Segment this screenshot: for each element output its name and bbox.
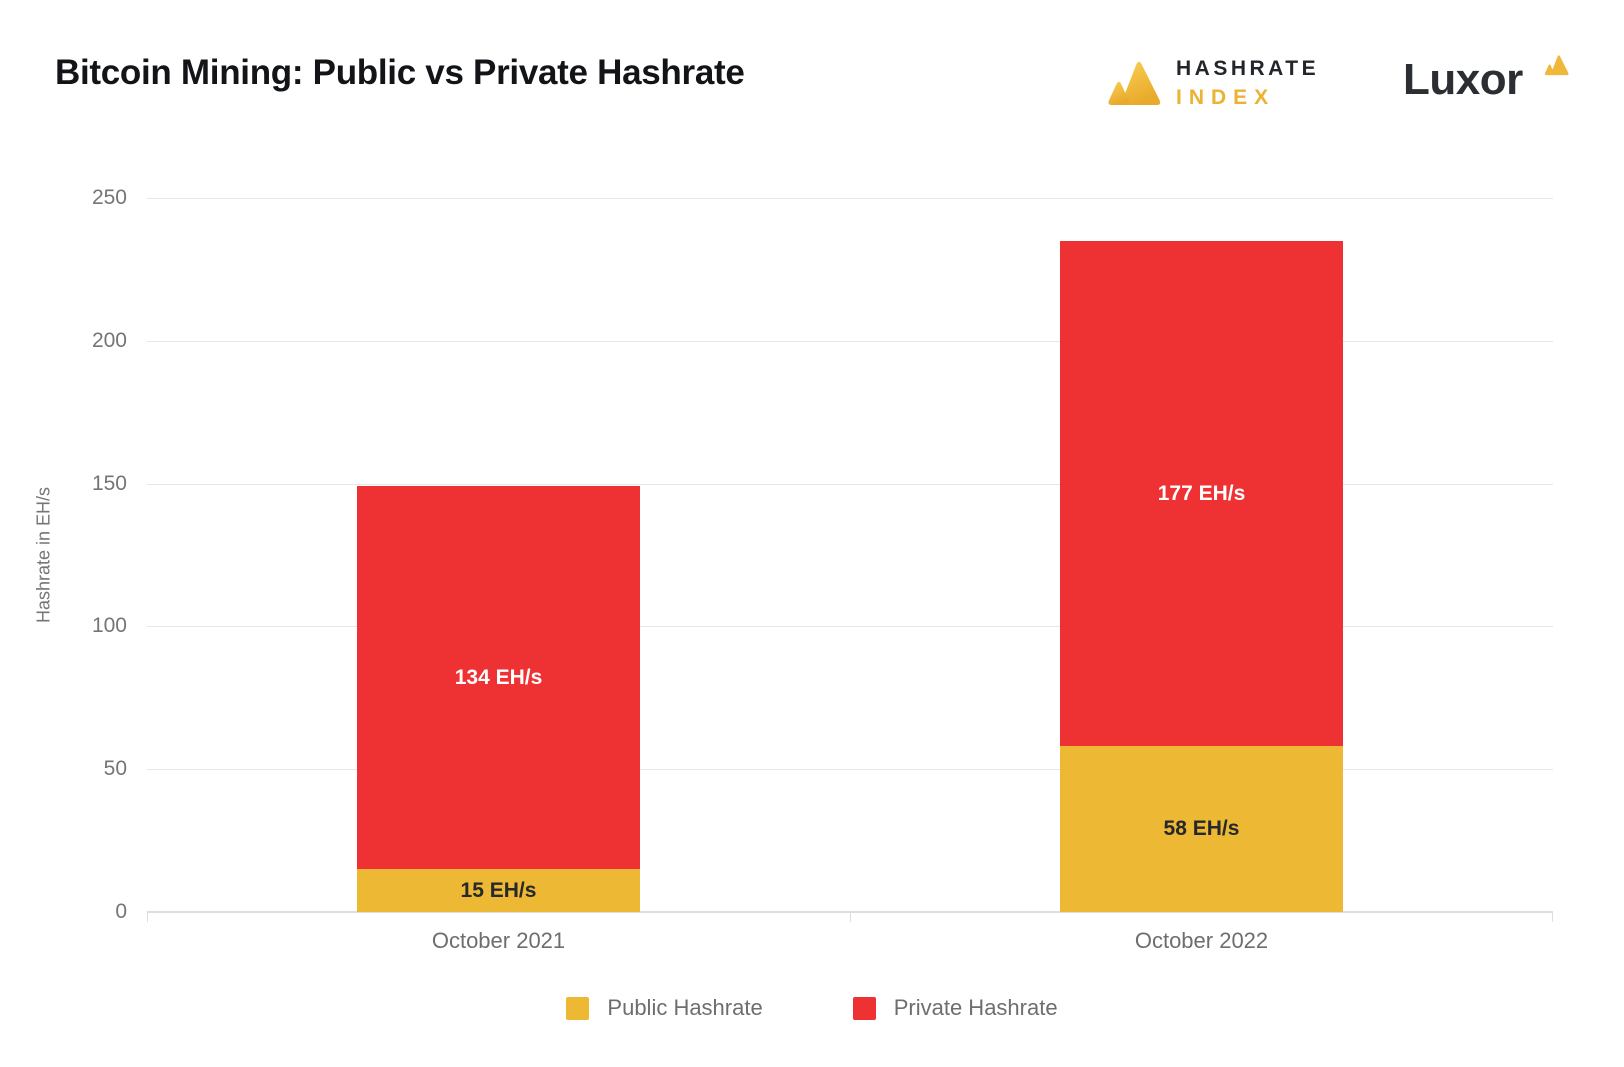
index-wordmark-line2: INDEX — [1176, 86, 1276, 109]
y-tick-label-150: 150 — [91, 471, 127, 495]
bar-october-2022[interactable]: 58 EH/s 177 EH/s — [1060, 240, 1343, 912]
bar-segment-value-label: 177 EH/s — [1157, 481, 1246, 505]
legend-swatch-icon — [852, 996, 876, 1020]
y-tick-label-50: 50 — [103, 757, 127, 781]
gridline-150 — [147, 483, 1553, 485]
hashrate-index-wordmark: HASHRATE INDEX — [1176, 58, 1319, 108]
plot-area: 15 EH/s 134 EH/s October 2021 58 EH/s 177 EH… — [147, 198, 1553, 953]
legend-swatch-icon — [566, 996, 590, 1020]
legend-item-private-hashrate[interactable]: Private Hashrate — [852, 995, 1058, 1021]
luxor-wordmark: Luxor — [1403, 55, 1523, 104]
bar-segment-public-hashrate[interactable]: 15 EH/s — [357, 869, 640, 912]
y-tick-label-250: 250 — [91, 186, 127, 209]
bar-segment-value-label: 15 EH/s — [460, 878, 537, 902]
page-title: Bitcoin Mining: Public vs Private Hashra… — [55, 53, 745, 92]
y-tick-label-200: 200 — [91, 328, 127, 352]
y-axis-tick-labels: 0 50 100 150 200 250 — [0, 186, 127, 923]
hashrate-index-triangles-icon — [1108, 61, 1161, 105]
legend-item-public-hashrate[interactable]: Public Hashrate — [566, 995, 763, 1021]
bar-october-2021[interactable]: 15 EH/s 134 EH/s — [357, 486, 640, 912]
y-tick-label-0: 0 — [115, 900, 127, 923]
gridline-100 — [147, 626, 1553, 628]
x-axis-tick — [850, 912, 851, 922]
x-axis-tick — [147, 912, 148, 922]
gridline-50 — [147, 769, 1553, 771]
legend: Public Hashrate Private Hashrate — [0, 995, 1624, 1021]
x-category-label-1: October 2021 — [431, 928, 566, 953]
x-category-label-2: October 2022 — [1134, 928, 1269, 953]
legend-label: Public Hashrate — [607, 995, 763, 1020]
bar-segment-public-hashrate[interactable]: 58 EH/s — [1060, 746, 1343, 912]
hashrate-wordmark-line1: HASHRATE — [1176, 57, 1320, 80]
y-tick-label-100: 100 — [91, 614, 127, 638]
hashrate-index-logo: HASHRATE INDEX — [1108, 58, 1319, 108]
x-axis-tick — [1552, 912, 1553, 922]
bar-segment-private-hashrate[interactable]: 177 EH/s — [1060, 240, 1343, 747]
gridline-250 — [147, 198, 1553, 199]
bar-segment-value-label: 134 EH/s — [454, 665, 543, 689]
luxor-triangle-icon — [1544, 54, 1570, 81]
bar-segment-private-hashrate[interactable]: 134 EH/s — [357, 486, 640, 870]
luxor-logo: Luxor — [1403, 55, 1569, 105]
legend-label: Private Hashrate — [893, 995, 1058, 1020]
bar-segment-value-label: 58 EH/s — [1163, 817, 1240, 841]
gridline-200 — [147, 340, 1553, 342]
